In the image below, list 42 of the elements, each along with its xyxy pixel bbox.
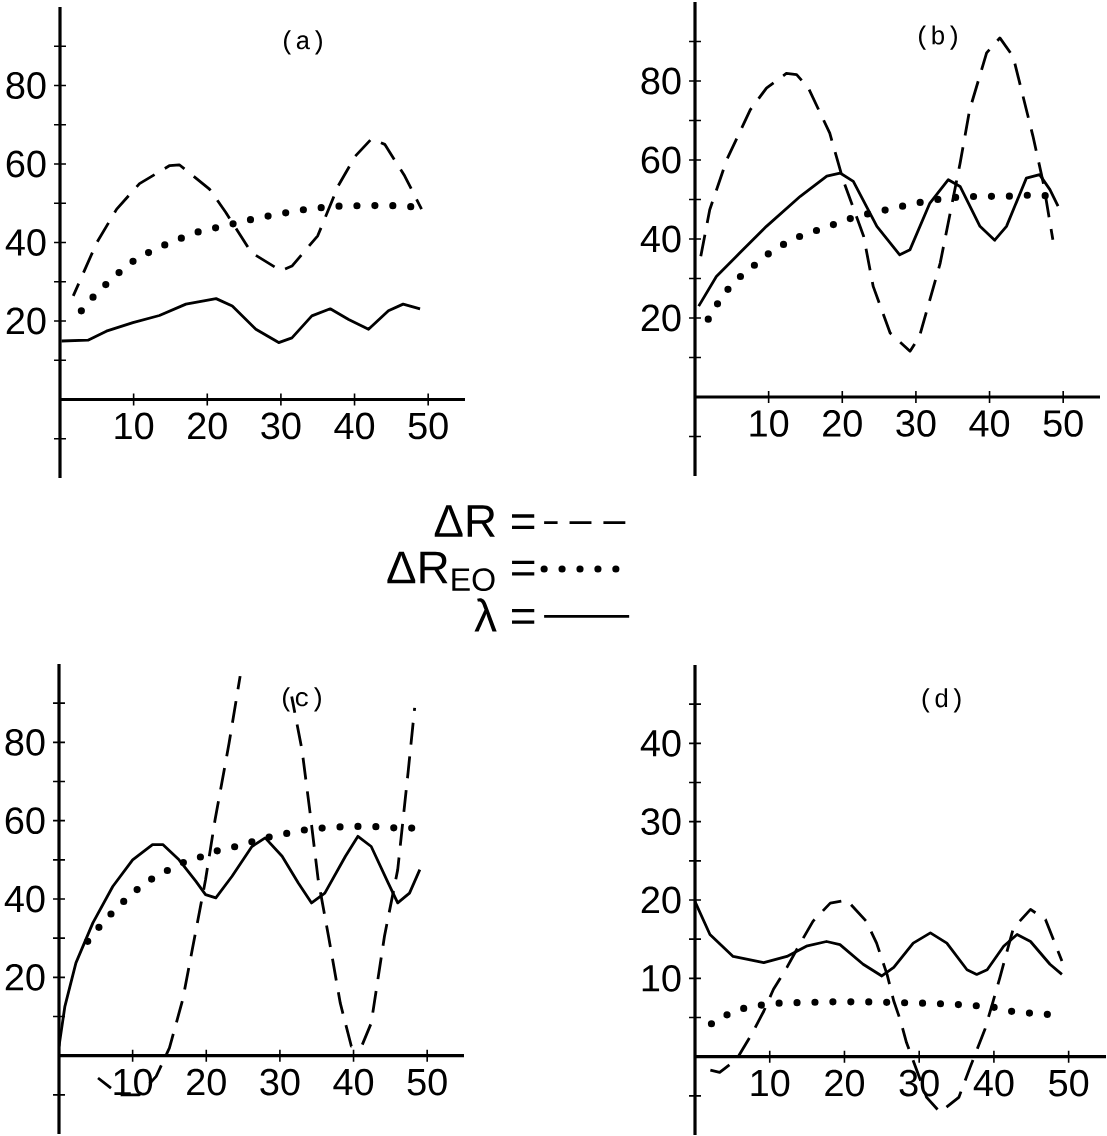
y-tick-label: 20 [5, 963, 45, 991]
y-tick-label: 20 [641, 304, 681, 332]
legend-label: ΔR$_{EO}$ = [387, 551, 535, 592]
x-tick-label: 30 [896, 410, 936, 437]
y-tick-label: 80 [5, 728, 45, 756]
text: (a) [283, 30, 322, 55]
x-tick-label: 40 [969, 410, 1010, 437]
y-tick-label: 40 [5, 229, 46, 256]
x-tick-label: 10 [750, 410, 789, 437]
text: (b) [919, 25, 957, 50]
x-tick-label: 50 [408, 412, 448, 440]
y-tick-label: 60 [641, 146, 681, 174]
text: (c) [282, 687, 321, 712]
y-tick-label: 60 [5, 807, 45, 835]
x-tick-label: 20 [188, 412, 227, 440]
x-tick-label: 30 [261, 412, 301, 440]
x-tick-label: 20 [823, 410, 862, 437]
y-tick-label: 40 [4, 885, 45, 913]
x-tick-label: 30 [899, 1069, 939, 1097]
x-tick-label: 40 [333, 1068, 374, 1096]
x-tick-label: 40 [973, 1069, 1014, 1097]
x-tick-label: 30 [260, 1068, 300, 1096]
y-tick-label: 40 [640, 729, 681, 757]
x-tick-label: 40 [334, 412, 375, 440]
y-tick-label: 80 [641, 67, 681, 95]
x-tick-label: 10 [751, 1069, 790, 1097]
x-tick-label: 20 [825, 1069, 865, 1097]
text: (d) [922, 688, 961, 713]
y-tick-label: 80 [6, 72, 46, 99]
x-tick-label: 20 [187, 1068, 226, 1096]
y-tick-label: 10 [642, 964, 681, 992]
y-tick-label: 40 [640, 225, 681, 253]
x-tick-label: 50 [1043, 410, 1083, 437]
y-tick-label: 20 [641, 886, 681, 914]
legend-label: λ = [474, 598, 535, 632]
y-tick-label: 60 [6, 150, 46, 178]
x-tick-label: 10 [115, 412, 154, 440]
y-tick-label: 20 [6, 307, 46, 335]
y-tick-label: 30 [641, 808, 681, 836]
x-tick-label: 50 [1049, 1069, 1089, 1097]
legend-label: ΔR = [434, 505, 535, 537]
x-tick-label: 50 [407, 1068, 447, 1096]
